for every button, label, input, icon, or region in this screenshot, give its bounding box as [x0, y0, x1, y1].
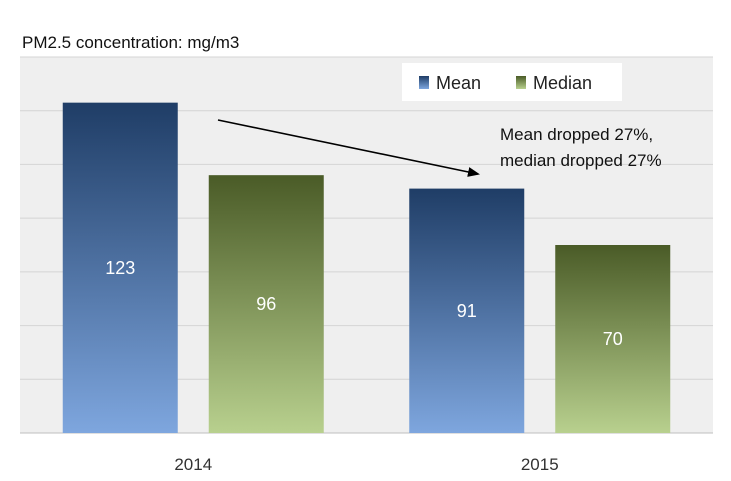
bar-mean-2014 [62, 102, 178, 434]
bar-mean-2015 [409, 188, 525, 433]
bar-value-label: 70 [603, 329, 623, 349]
annotation-line2: median dropped 27% [500, 151, 662, 170]
x-tick-label: 2015 [521, 455, 559, 474]
bars [62, 102, 671, 434]
legend-box [402, 63, 622, 101]
bar-median-2014 [208, 175, 324, 433]
bar-labels: 123 96 91 70 [105, 258, 623, 349]
bar-value-label: 96 [256, 294, 276, 314]
legend-label-mean: Mean [436, 73, 481, 93]
legend-swatch-median [516, 76, 526, 89]
x-tick-label: 2014 [174, 455, 212, 474]
chart-title: PM2.5 concentration: mg/m3 [22, 33, 240, 52]
annotation-line1: Mean dropped 27%, [500, 125, 653, 144]
legend: Mean Median [402, 63, 622, 101]
bar-median-2015 [555, 245, 671, 433]
x-axis-ticks: 2014 2015 [174, 455, 558, 474]
annotation-arrow [217, 119, 480, 177]
bar-value-label: 123 [105, 258, 135, 278]
bar-value-label: 91 [457, 301, 477, 321]
legend-label-median: Median [533, 73, 592, 93]
legend-swatch-mean [419, 76, 429, 89]
